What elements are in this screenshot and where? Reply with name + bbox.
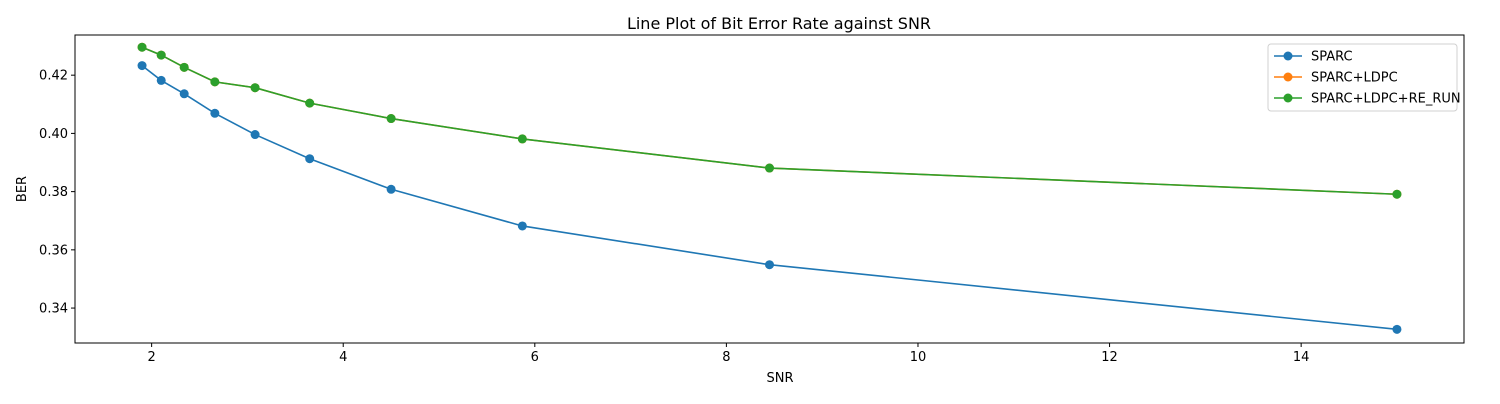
- data-point: [250, 83, 260, 93]
- data-point: [210, 108, 220, 118]
- data-point: [137, 42, 147, 52]
- series-sparc-ldpc: [137, 42, 1402, 199]
- x-tick-label: 8: [722, 350, 730, 365]
- series-sparc: [137, 61, 1402, 334]
- legend: SPARC SPARC+LDPC SPARC+LDPC+RE_RUN: [1267, 43, 1461, 112]
- x-tick-label: 10: [910, 350, 927, 365]
- legend-label: SPARC+LDPC+RE_RUN: [1311, 92, 1461, 107]
- series-layer: [137, 42, 1402, 334]
- data-point: [156, 50, 166, 60]
- data-point: [765, 260, 774, 270]
- x-axis: 2 4 6 8 10 12 14: [147, 343, 1309, 365]
- data-point: [305, 98, 315, 108]
- data-point: [517, 221, 527, 231]
- data-point: [179, 62, 189, 72]
- data-point: [1392, 324, 1402, 334]
- data-point: [179, 89, 189, 99]
- x-tick-label: 14: [1293, 350, 1310, 365]
- plot-frame: [74, 34, 1465, 344]
- legend-marker: [1283, 93, 1293, 103]
- legend-marker: [1283, 72, 1293, 82]
- legend-box: [1267, 43, 1458, 112]
- y-tick-label: 0.40: [39, 127, 68, 142]
- chart-title: Line Plot of Bit Error Rate against SNR: [627, 14, 931, 33]
- data-point: [1392, 189, 1402, 199]
- data-point: [137, 61, 147, 71]
- data-point: [250, 130, 260, 140]
- data-point: [765, 163, 774, 173]
- series-line: [141, 64, 1398, 331]
- data-point: [517, 134, 527, 144]
- y-axis-label: BER: [15, 176, 30, 202]
- x-tick-label: 2: [147, 350, 155, 365]
- data-point: [386, 114, 396, 124]
- x-tick-label: 12: [1101, 350, 1118, 365]
- x-axis-label: SNR: [766, 371, 793, 386]
- data-point: [386, 184, 396, 194]
- y-tick-label: 0.38: [39, 185, 68, 200]
- plot-area: [74, 34, 1465, 344]
- series-sparc-ldpc-re-run: [137, 42, 1402, 199]
- y-tick-label: 0.42: [39, 69, 68, 84]
- y-tick-label: 0.36: [39, 243, 68, 258]
- x-tick-label: 4: [339, 350, 347, 365]
- data-point: [156, 75, 166, 85]
- data-point: [210, 77, 220, 87]
- legend-label: SPARC: [1311, 50, 1353, 65]
- y-axis: 0.34 0.36 0.38 0.40 0.42: [39, 69, 75, 317]
- series-line: [141, 46, 1397, 196]
- legend-label: SPARC+LDPC: [1311, 71, 1398, 86]
- y-tick-label: 0.34: [39, 302, 68, 317]
- x-tick-label: 6: [531, 350, 539, 365]
- legend-marker: [1283, 51, 1293, 61]
- data-point: [305, 154, 315, 164]
